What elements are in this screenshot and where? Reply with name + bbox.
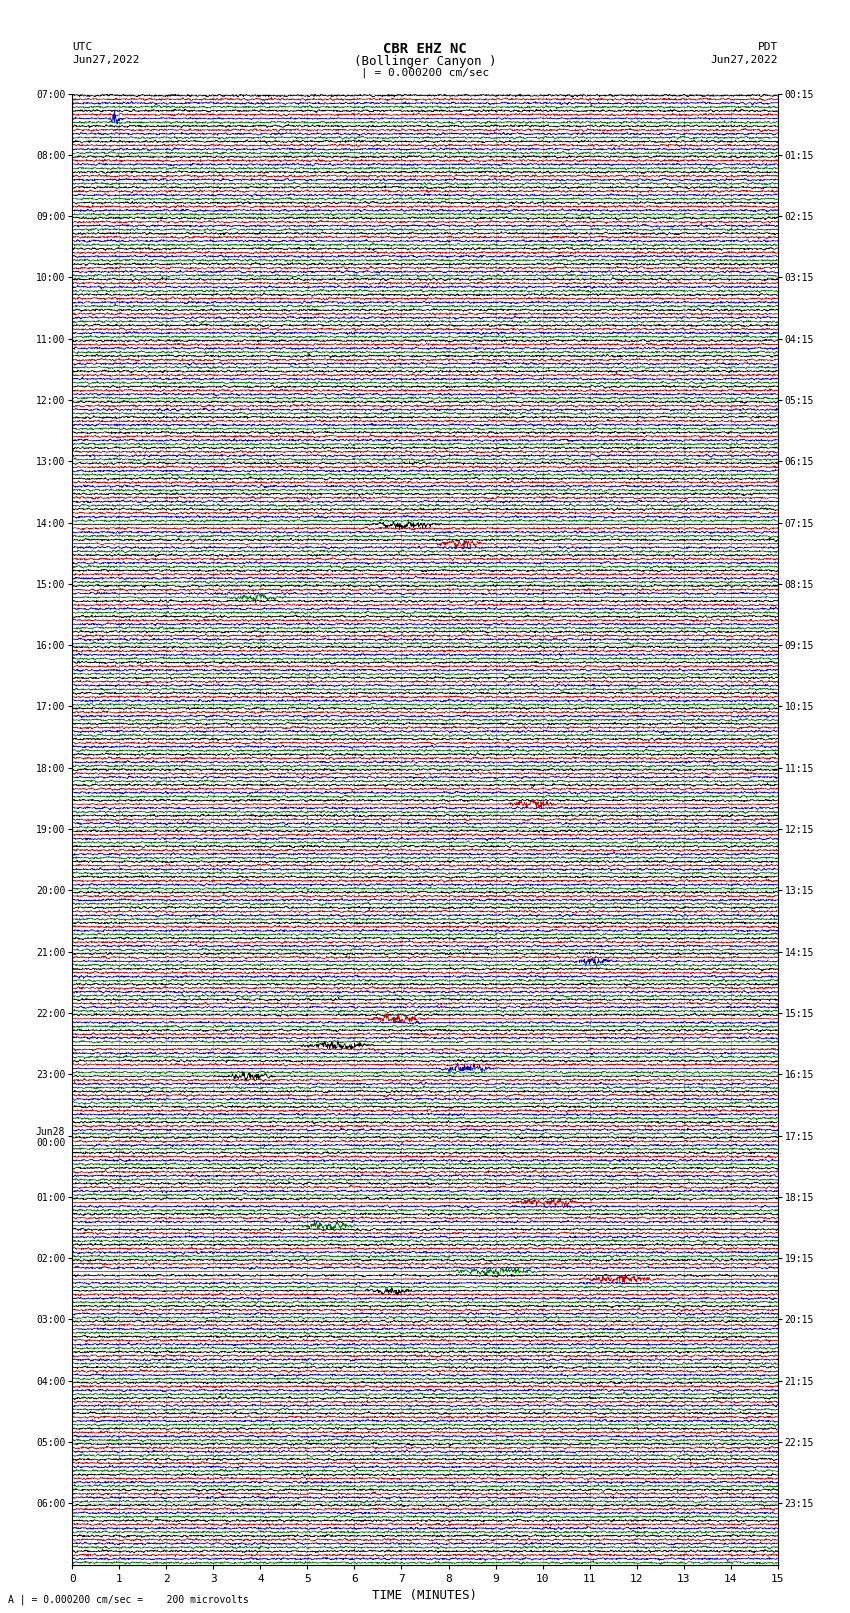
Text: UTC: UTC — [72, 42, 93, 52]
Text: A | = 0.000200 cm/sec =    200 microvolts: A | = 0.000200 cm/sec = 200 microvolts — [8, 1594, 249, 1605]
Text: (Bollinger Canyon ): (Bollinger Canyon ) — [354, 55, 496, 68]
Text: | = 0.000200 cm/sec: | = 0.000200 cm/sec — [361, 68, 489, 79]
Text: PDT: PDT — [757, 42, 778, 52]
X-axis label: TIME (MINUTES): TIME (MINUTES) — [372, 1589, 478, 1602]
Text: Jun27,2022: Jun27,2022 — [711, 55, 778, 65]
Text: CBR EHZ NC: CBR EHZ NC — [383, 42, 467, 56]
Text: Jun27,2022: Jun27,2022 — [72, 55, 139, 65]
